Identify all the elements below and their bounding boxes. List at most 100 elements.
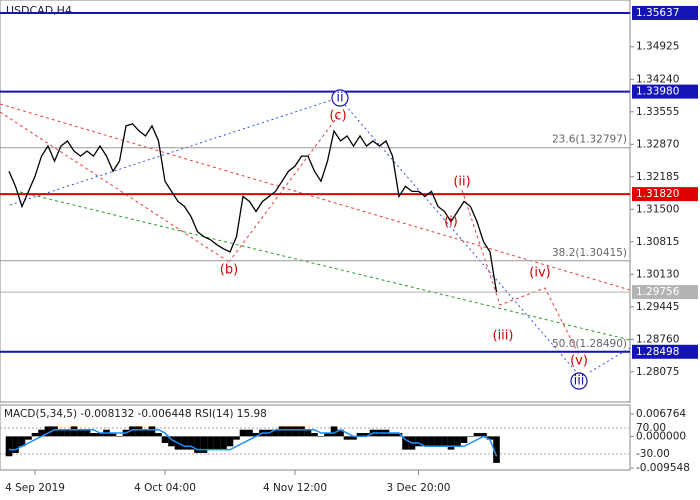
bar — [226, 436, 234, 447]
bar — [64, 429, 71, 437]
y-tick-label: 0.000000 — [636, 430, 686, 442]
level-box — [632, 187, 698, 202]
bar — [12, 436, 19, 453]
bar — [291, 426, 299, 437]
y-tick-label: 1.30815 — [636, 236, 679, 248]
wave-label: iii — [574, 374, 585, 389]
wave-label: (c) — [329, 109, 346, 124]
wave-line — [228, 115, 339, 263]
bar — [467, 436, 474, 437]
bar — [402, 436, 409, 450]
bar — [363, 433, 370, 437]
bar — [246, 429, 253, 437]
x-tick-label: 3 Dec 20:00 — [387, 482, 451, 494]
bar — [18, 436, 26, 447]
level-box — [632, 84, 698, 99]
bar — [415, 436, 422, 447]
level-label: 1.31820 — [636, 188, 679, 200]
y2-tick-label: 70.00 — [636, 422, 666, 434]
y2-tick-label: -30.00 — [636, 448, 670, 460]
bar — [25, 436, 32, 440]
bar — [317, 436, 325, 437]
y-tick-label: 1.28075 — [636, 366, 679, 378]
bar — [304, 429, 312, 437]
bar — [5, 436, 13, 457]
bar — [38, 429, 45, 437]
bar — [57, 429, 65, 437]
bar — [239, 429, 247, 437]
bar — [213, 436, 221, 450]
wave-label: (iv) — [529, 266, 550, 281]
signal-line — [9, 428, 498, 457]
level-box — [632, 285, 698, 300]
bar — [389, 433, 396, 437]
bar — [200, 436, 208, 453]
main-panel — [0, 0, 631, 403]
y-tick-label: 1.29445 — [636, 301, 679, 313]
wave-label: (iii) — [493, 329, 514, 344]
wave-label: (v) — [570, 354, 588, 369]
bar — [460, 436, 468, 443]
bar — [473, 433, 481, 437]
wave-label: (i) — [444, 215, 458, 230]
bar — [161, 436, 169, 443]
bar — [96, 433, 104, 437]
bar — [31, 433, 39, 437]
y-tick-label: 1.33555 — [636, 106, 679, 118]
bar — [51, 426, 58, 437]
bar — [434, 436, 442, 447]
level-label: 1.35637 — [636, 7, 679, 19]
bar — [395, 433, 403, 437]
wave-line — [461, 189, 580, 356]
bar — [337, 429, 344, 437]
bar — [428, 436, 435, 447]
indicator-title: MACD(5,34,5) -0.008132 -0.006448 RSI(14)… — [4, 408, 267, 420]
wave-circle — [570, 372, 588, 390]
y-tick-label: 1.34240 — [636, 73, 679, 85]
y-tick-label: -0.009548 — [636, 462, 690, 474]
x-tick-label: 4 Sep 2019 — [5, 482, 65, 494]
bar — [142, 429, 149, 437]
bar — [252, 433, 260, 437]
bar — [486, 436, 494, 440]
y-tick-label: 1.32870 — [636, 138, 679, 150]
bar — [454, 436, 461, 447]
trendline — [19, 191, 631, 341]
y-tick-label: 0.006764 — [636, 408, 686, 420]
indicator-panel — [0, 404, 631, 471]
level-box — [632, 5, 698, 20]
bar — [324, 433, 331, 437]
bar — [70, 426, 78, 437]
bar — [298, 426, 305, 437]
level-box — [632, 344, 698, 359]
bar — [330, 426, 338, 437]
x-tick-label: 4 Nov 12:00 — [263, 482, 327, 494]
fib-label: 23.6(1.32797) — [552, 134, 627, 146]
trendline — [0, 111, 230, 263]
bar — [194, 436, 201, 453]
level-label: 1.28498 — [636, 346, 679, 358]
bar — [343, 436, 351, 440]
bar — [181, 436, 188, 450]
y-tick-label: 1.28760 — [636, 333, 679, 345]
bar — [220, 436, 227, 450]
bar — [168, 436, 175, 447]
bar — [116, 436, 123, 437]
bar — [278, 426, 286, 437]
price-line — [8, 123, 498, 293]
y-tick-label: 1.32185 — [636, 171, 679, 183]
bar — [480, 433, 487, 437]
bar — [155, 433, 162, 437]
bar — [356, 433, 364, 437]
wave-circle — [331, 89, 349, 107]
bar — [350, 436, 357, 440]
bar — [135, 426, 143, 437]
bar — [285, 426, 292, 437]
bar — [83, 429, 91, 437]
wave-label: (b) — [220, 263, 238, 278]
chart-title: USDCAD,H4 — [6, 4, 72, 17]
bar — [421, 436, 429, 447]
trendline — [0, 103, 631, 291]
